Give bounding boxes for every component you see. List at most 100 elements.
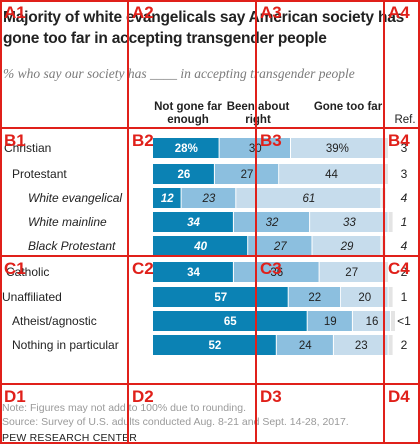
grid-cell-label: A4 (388, 3, 410, 22)
data-label: 32 (266, 217, 279, 229)
data-label: 57 (214, 292, 227, 304)
grid-line-horizontal (0, 127, 420, 129)
bar-segment-about-right (276, 335, 333, 355)
column-header-too-far: Gone too far (313, 101, 383, 113)
grid-cell-label: C2 (132, 259, 154, 278)
bar-segment-not-gone (153, 335, 276, 355)
data-label: 27 (241, 169, 254, 181)
bar-segment-not-gone (153, 212, 233, 232)
grid-cell-label: C4 (388, 259, 410, 278)
grid-cell-label: B1 (4, 131, 26, 150)
row-label: Nothing in particular (12, 338, 119, 352)
column-header-not-gone: Not gone far enough (154, 101, 222, 126)
grid-cell-label: B4 (388, 131, 410, 150)
row-label: Christian (4, 141, 52, 155)
grid-line-vertical (383, 0, 385, 444)
bar-segment-ref (391, 311, 395, 331)
bar-segment-not-gone (153, 138, 219, 158)
bar-segment-too-far (236, 188, 381, 208)
grid-line-vertical (127, 0, 129, 444)
data-label: 23 (202, 193, 216, 205)
column-header-ref: Ref. (394, 114, 416, 126)
bar-segment-about-right (214, 164, 279, 184)
grid-cell-label: D4 (388, 387, 410, 406)
row-label: Unaffiliated (2, 290, 62, 304)
bar-segment-about-right (248, 236, 312, 256)
data-label: 34 (187, 267, 200, 279)
data-label: 29 (340, 241, 354, 253)
grid-line-horizontal (0, 383, 420, 385)
data-label: 39% (326, 143, 349, 155)
ref-value: 1 (400, 290, 408, 304)
bar-segment-ref (383, 262, 388, 282)
grid-line-horizontal (0, 255, 420, 257)
data-label: 33 (343, 217, 356, 229)
data-label: 61 (303, 193, 316, 205)
data-label: 27 (273, 241, 287, 253)
bar-segment-not-gone (153, 311, 307, 331)
row-label: Black Protestant (28, 239, 116, 253)
bar-segment-too-far (352, 311, 390, 331)
data-label: 22 (308, 292, 321, 304)
ref-value: 4 (400, 239, 408, 253)
grid-line-vertical (418, 0, 420, 444)
chart-subtitle: % who say our society has ____ in accept… (3, 66, 355, 81)
data-label: 26 (178, 169, 191, 181)
ref-value: 3 (400, 141, 408, 155)
data-label: 28% (175, 143, 198, 155)
data-label: 20 (358, 292, 371, 304)
ref-value: <1 (397, 314, 411, 328)
row-label: White evangelical (28, 191, 123, 205)
data-label: 65 (224, 316, 237, 328)
bar-segment-too-far (279, 164, 383, 184)
grid-cell-label: D3 (260, 387, 282, 406)
row-label: White mainline (28, 215, 107, 229)
bar-segment-not-gone (153, 262, 233, 282)
bar-segment-about-right (307, 311, 352, 331)
bar-segment-ref (383, 164, 388, 184)
note-text: Note: Figures may not add to 100% due to… (2, 402, 246, 414)
data-label: 24 (299, 340, 312, 352)
grid-cell-label: B2 (132, 131, 154, 150)
grid-cell-label: C1 (4, 259, 26, 278)
grid-line-horizontal (0, 442, 420, 444)
grid-cell-label: C3 (260, 259, 282, 278)
bar-segment-about-right (288, 287, 341, 307)
ref-value: 4 (400, 191, 408, 205)
column-header-about-right: Been about right (226, 101, 290, 126)
data-label: 23 (355, 340, 368, 352)
grid-cell-label: A2 (132, 3, 154, 22)
grid-cell-label: A3 (260, 3, 282, 22)
bar-segment-too-far (333, 335, 388, 355)
grid-line-vertical (255, 0, 257, 444)
bar-segment-about-right (233, 212, 310, 232)
org-name: PEW RESEARCH CENTER (2, 432, 138, 444)
bar-segment-too-far (319, 262, 383, 282)
bar-segment-about-right (219, 138, 290, 158)
bar-segment-too-far (291, 138, 383, 158)
data-label: 44 (325, 169, 338, 181)
bar-segment-too-far (341, 287, 388, 307)
data-label: 52 (209, 340, 222, 352)
row-label: Protestant (12, 167, 67, 181)
ref-value: 3 (400, 167, 408, 181)
grid-cell-label: B3 (260, 131, 282, 150)
ref-value: 1 (400, 215, 408, 229)
ref-value: 2 (400, 265, 408, 279)
data-label: 19 (324, 316, 337, 328)
bar-segment-ref (388, 335, 393, 355)
data-label: 16 (366, 316, 379, 328)
row-label: Atheist/agnostic (12, 314, 97, 328)
grid-cell-label: D1 (4, 387, 26, 406)
data-label: 36 (270, 267, 283, 279)
bar-segment-not-gone (153, 287, 288, 307)
grid-line-vertical (0, 0, 2, 444)
data-label: 27 (345, 267, 358, 279)
row-label: Catholic (6, 265, 50, 279)
bar-segment-not-gone (153, 164, 214, 184)
grid-cell-label: D2 (132, 387, 154, 406)
data-label: 34 (187, 217, 200, 229)
ref-value: 2 (400, 338, 408, 352)
data-label: 12 (161, 193, 174, 205)
